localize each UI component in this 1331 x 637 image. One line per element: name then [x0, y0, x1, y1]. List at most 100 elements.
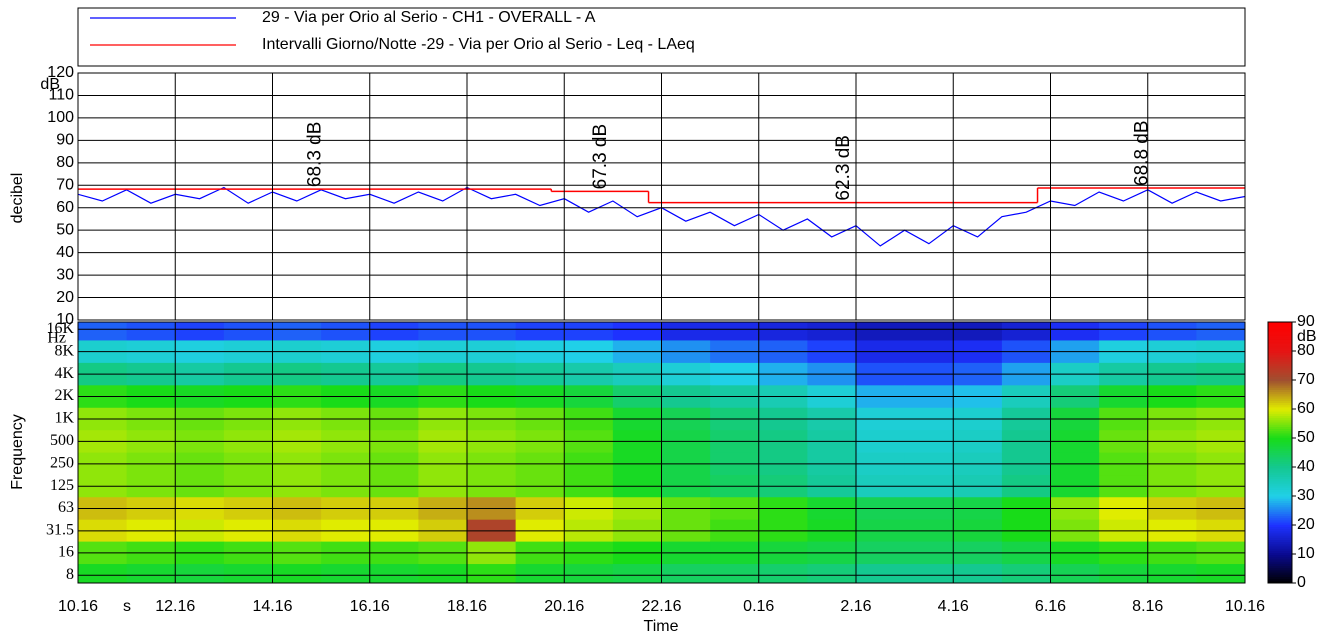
colorbar-swatch	[1268, 382, 1292, 386]
spectrogram-cell	[953, 322, 1003, 341]
colorbar-swatch	[1268, 395, 1292, 399]
colorbar-swatch	[1268, 413, 1292, 417]
colorbar-swatch	[1268, 552, 1292, 556]
y-tick-label: 80	[56, 154, 74, 171]
colorbar-swatch	[1268, 487, 1292, 490]
spectrogram-cell	[467, 322, 517, 341]
x-tick-label: 8.16	[1132, 598, 1163, 615]
colorbar-swatch	[1268, 539, 1292, 543]
colorbar-swatch	[1268, 419, 1292, 423]
y-tick-label: 125	[50, 477, 74, 494]
spectrogram-cell	[321, 564, 371, 583]
colorbar-swatch	[1268, 365, 1292, 369]
colorbar-swatch	[1268, 432, 1292, 436]
colorbar-tick-label: 70	[1297, 371, 1315, 388]
colorbar-swatch	[1268, 561, 1292, 564]
colorbar-swatch	[1268, 509, 1292, 512]
y-tick-label: 40	[56, 244, 74, 261]
colorbar-swatch	[1268, 363, 1292, 366]
spectrogram-cell	[126, 564, 176, 583]
spectrogram-cell	[515, 322, 565, 341]
x-tick-label: 4.16	[938, 598, 969, 615]
x-tick-label: 18.16	[447, 598, 487, 615]
colorbar-swatch	[1268, 404, 1292, 408]
colorbar-swatch	[1268, 480, 1292, 484]
legend-box	[77, 7, 1246, 67]
colorbar-swatch	[1268, 517, 1292, 521]
colorbar-swatch	[1268, 391, 1292, 395]
value-label: 68.3 dB	[305, 122, 326, 188]
colorbar-swatch	[1268, 332, 1292, 336]
colorbar-swatch	[1268, 352, 1292, 356]
spectrogram-cell	[418, 564, 468, 583]
y-tick-label: 90	[56, 132, 74, 149]
colorbar-swatch	[1268, 519, 1292, 523]
colorbar-tick-label: 90	[1297, 313, 1315, 330]
colorbar-swatch	[1268, 530, 1292, 534]
colorbar-swatch	[1268, 439, 1292, 443]
colorbar-swatch	[1268, 422, 1292, 425]
colorbar-unit: dB	[1297, 328, 1317, 345]
colorbar-swatch	[1268, 524, 1292, 527]
spectrogram-cell	[564, 564, 614, 583]
x-axis-label: Time	[644, 618, 679, 635]
spectrogram-cell	[78, 564, 128, 583]
colorbar-swatch	[1268, 493, 1292, 497]
x-tick-label: 16.16	[350, 598, 390, 615]
colorbar-swatch	[1268, 537, 1292, 540]
colorbar-swatch	[1268, 341, 1292, 345]
colorbar-tick-label: 30	[1297, 487, 1315, 504]
colorbar-swatch	[1268, 578, 1292, 582]
y-tick-label: 500	[50, 432, 74, 449]
colorbar-tick-label: 60	[1297, 400, 1315, 417]
y-tick-label: 70	[56, 176, 74, 193]
y-tick-label: 60	[56, 199, 74, 216]
legend-label: Intervalli Giorno/Notte -29 - Via per Or…	[262, 36, 695, 53]
spectrogram-cell	[515, 564, 565, 583]
y-unit: dB	[40, 76, 60, 93]
y-tick-label: 1K	[54, 410, 74, 427]
colorbar-swatch	[1268, 572, 1292, 575]
spectrogram-cell	[369, 564, 419, 583]
spectrogram-cell	[1196, 322, 1245, 341]
y-tick-label: 4K	[54, 365, 74, 382]
colorbar-swatch	[1268, 576, 1292, 580]
y-tick-label: 120	[47, 64, 74, 81]
spectrogram-cell	[223, 564, 273, 583]
spectrogram-cell	[1001, 564, 1051, 583]
colorbar-swatch	[1268, 400, 1292, 403]
colorbar-swatch	[1268, 511, 1292, 514]
spectrogram-cell	[418, 322, 468, 341]
spectrogram-cell	[661, 564, 711, 583]
y-tick-label: 31.5	[46, 522, 74, 539]
spectrogram-cell	[321, 322, 371, 341]
colorbar-swatch	[1268, 489, 1292, 493]
spectrogram-cell	[564, 322, 614, 341]
colorbar-swatch	[1268, 515, 1292, 519]
spectrogram-cell	[807, 322, 857, 341]
y-tick-label: 50	[56, 221, 74, 238]
colorbar-swatch	[1268, 337, 1292, 340]
colorbar-swatch	[1268, 415, 1292, 419]
colorbar-swatch	[1268, 358, 1292, 362]
y-tick-label: 63	[58, 499, 74, 516]
colorbar-swatch	[1268, 424, 1292, 427]
spectrogram-cell	[710, 322, 760, 341]
spectrogram-cell	[1099, 564, 1149, 583]
spectrogram-cell	[369, 322, 419, 341]
colorbar-swatch	[1268, 350, 1292, 353]
y-tick-label: 8	[66, 566, 74, 583]
spectrogram-cell	[272, 322, 322, 341]
colorbar-swatch	[1268, 409, 1292, 412]
x-tick-label: 0.16	[743, 598, 774, 615]
colorbar-swatch	[1268, 563, 1292, 567]
colorbar-swatch	[1268, 567, 1292, 571]
colorbar-swatch	[1268, 443, 1292, 447]
spectrogram-cell	[904, 564, 954, 583]
y-tick-label: 110	[48, 87, 74, 104]
x-tick-label: 10.16	[1225, 598, 1265, 615]
colorbar-swatch	[1268, 393, 1292, 397]
overlay: 10.16 12.16 14.16 16.16 18.16 20.16 22.16 0.16 2…	[9, 9, 1316, 635]
y-tick-label: 30	[56, 266, 74, 283]
colorbar-swatch	[1268, 445, 1292, 449]
